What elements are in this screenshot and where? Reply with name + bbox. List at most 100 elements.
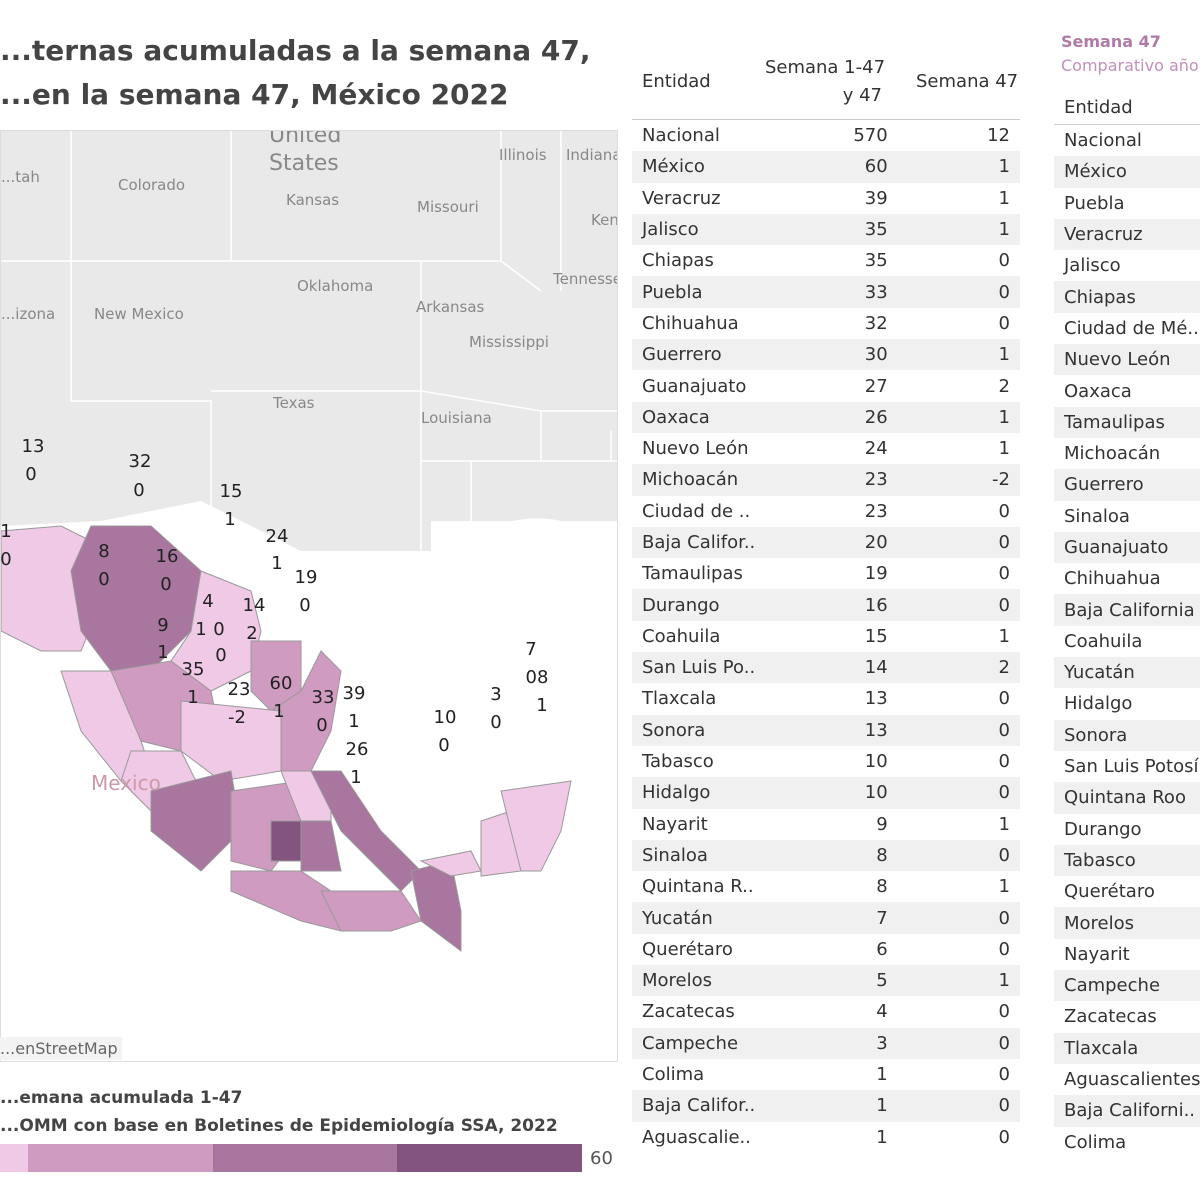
table-row[interactable]: México 60 1	[632, 151, 1020, 183]
table-row[interactable]: Quintana Roo	[1054, 782, 1200, 814]
table-row[interactable]: Tabasco	[1054, 844, 1200, 877]
table-row[interactable]: Zacatecas 4 0	[632, 996, 1020, 1027]
cell-week: 1	[897, 401, 1020, 433]
table-row[interactable]: Chiapas	[1054, 281, 1200, 313]
page-title-line2: ...en la semana 47, México 2022	[0, 78, 509, 111]
cell-entity: Zacatecas	[1064, 1006, 1157, 1028]
table-row[interactable]: Durango	[1054, 814, 1200, 845]
col-header-cumulative[interactable]: Semana 1-47 y 47	[760, 54, 890, 110]
table-row[interactable]: Nayarit	[1054, 939, 1200, 970]
table-row[interactable]: Jalisco	[1054, 250, 1200, 281]
table-row[interactable]: Quintana R.. 8 1	[632, 871, 1020, 902]
table-row[interactable]: Guanajuato	[1054, 531, 1200, 564]
cell-cumulative: 3	[765, 1027, 898, 1059]
table-row[interactable]: Tabasco 10 0	[632, 746, 1020, 777]
table-row[interactable]: Chihuahua 32 0	[632, 308, 1020, 339]
table-row[interactable]: Tlaxcala	[1054, 1032, 1200, 1064]
cell-cumulative: 27	[864, 375, 888, 397]
comparison-table: Nacional México Puebla Veracruz Jalisco Chiap…	[1054, 125, 1200, 1158]
table-row[interactable]: Morelos 5 1	[632, 965, 1020, 997]
table-row[interactable]: Sinaloa	[1054, 501, 1200, 532]
table-row[interactable]: Nuevo León 24 1	[632, 433, 1020, 464]
state-value-label: 60	[269, 673, 293, 694]
table-row[interactable]: Veracruz 39 1	[632, 183, 1020, 214]
table-row[interactable]: Michoacán 23 -2	[632, 464, 1020, 496]
geo-label: States	[269, 151, 339, 176]
cell-week: 1	[897, 213, 1020, 246]
table-row[interactable]: Ciudad de Mé..	[1054, 313, 1200, 344]
table-row[interactable]: Yucatán 7 0	[632, 902, 1020, 934]
table-row[interactable]: Querétaro	[1054, 876, 1200, 907]
table-row[interactable]: Sonora 13 0	[632, 714, 1020, 746]
cell-entity: Ciudad de Mé..	[1064, 317, 1199, 339]
table-row[interactable]: San Luis Po.. 14 2	[632, 652, 1020, 684]
table-row[interactable]: Veracruz	[1054, 218, 1200, 251]
table-row[interactable]: Nuevo León	[1054, 344, 1200, 376]
table-row[interactable]: Oaxaca 26 1	[632, 401, 1020, 433]
cell-week: 1	[897, 965, 1020, 997]
table-row[interactable]: Chiapas 35 0	[632, 245, 1020, 276]
table-row[interactable]: Ciudad de .. 23 0	[632, 496, 1020, 527]
table-row[interactable]: Guanajuato 27 2	[632, 370, 1020, 401]
cell-cumulative: 570	[853, 125, 888, 147]
table-row[interactable]: Guerrero 30 1	[632, 339, 1020, 371]
geo-label: Texas	[273, 394, 315, 412]
table-row[interactable]: Puebla	[1054, 188, 1200, 219]
table-row[interactable]: Oaxaca	[1054, 375, 1200, 406]
table-row[interactable]: Nacional 570 12	[632, 120, 1020, 151]
table-row[interactable]: Colima 1 0	[632, 1059, 1020, 1090]
geo-label: Arkansas	[416, 298, 485, 316]
table-row[interactable]: México	[1054, 156, 1200, 188]
table-row[interactable]: Tlaxcala 13 0	[632, 683, 1020, 714]
table-row[interactable]: Puebla 33 0	[632, 276, 1020, 308]
table-row[interactable]: Yucatán	[1054, 657, 1200, 689]
table-row[interactable]: Zacatecas	[1054, 1001, 1200, 1032]
map-attribution[interactable]: ...enStreetMap	[0, 1037, 122, 1060]
choropleth-map[interactable]: United States Illinois Indiana Colorado …	[0, 130, 618, 1062]
table-row[interactable]: Chihuahua	[1054, 563, 1200, 594]
table-row[interactable]: Guerrero	[1054, 469, 1200, 501]
table-row[interactable]: Tamaulipas	[1054, 406, 1200, 438]
state-value-label: -2	[228, 707, 246, 728]
table-row[interactable]: Coahuila	[1054, 626, 1200, 657]
table-row[interactable]: Querétaro 6 0	[632, 934, 1020, 965]
table-row[interactable]: Durango 16 0	[632, 589, 1020, 621]
table-row[interactable]: Michoacán	[1054, 438, 1200, 469]
table-row[interactable]: Coahuila 15 1	[632, 621, 1020, 652]
table-row[interactable]: Sinaloa 8 0	[632, 839, 1020, 872]
state-value-label: 32	[128, 451, 152, 472]
table-row[interactable]: Baja California	[1054, 594, 1200, 626]
col-header-week[interactable]: Semana 47	[916, 71, 1019, 92]
cell-week: 0	[897, 902, 1020, 934]
header-divider	[1054, 124, 1200, 125]
cell-week: 0	[897, 777, 1020, 809]
table-row[interactable]: Campeche	[1054, 970, 1200, 1002]
table-row[interactable]: Nayarit 9 1	[632, 809, 1020, 840]
state-value-label: 10	[433, 707, 457, 728]
table-row[interactable]: Jalisco 35 1	[632, 213, 1020, 246]
legend-swatch	[0, 1144, 28, 1172]
table-row[interactable]: Colima	[1054, 1127, 1200, 1158]
table-row[interactable]: Baja Califor.. 1 0	[632, 1090, 1020, 1122]
table-row[interactable]: Morelos	[1054, 907, 1200, 939]
table-row[interactable]: Nacional	[1054, 125, 1200, 156]
state-value-label: 14	[242, 595, 266, 616]
table-row[interactable]: Campeche 3 0	[632, 1027, 1020, 1059]
table-row[interactable]: Aguascalie.. 1 0	[632, 1122, 1020, 1153]
cell-week: 0	[897, 839, 1020, 872]
table-row[interactable]: Sonora	[1054, 719, 1200, 751]
table-row[interactable]: Baja Californi..	[1054, 1095, 1200, 1127]
table-row[interactable]: Baja Califor.. 20 0	[632, 526, 1020, 559]
cell-week: 0	[998, 563, 1010, 585]
cell-entity: Oaxaca	[1064, 380, 1132, 402]
table-row[interactable]: San Luis Potosí	[1054, 751, 1200, 782]
table-row[interactable]: Aguascalientes	[1054, 1064, 1200, 1095]
cell-entity: Michoacán	[632, 464, 766, 496]
cell-entity: Tamaulipas	[642, 563, 743, 585]
cell-entity: Sonora	[1054, 719, 1200, 751]
table-row[interactable]: Tamaulipas 19 0	[632, 558, 1020, 589]
table2-col-header-entity[interactable]: Entidad	[1064, 97, 1133, 118]
table-row[interactable]: Hidalgo	[1054, 688, 1200, 719]
table-row[interactable]: Hidalgo 10 0	[632, 777, 1020, 809]
col-header-entity[interactable]: Entidad	[642, 71, 711, 92]
